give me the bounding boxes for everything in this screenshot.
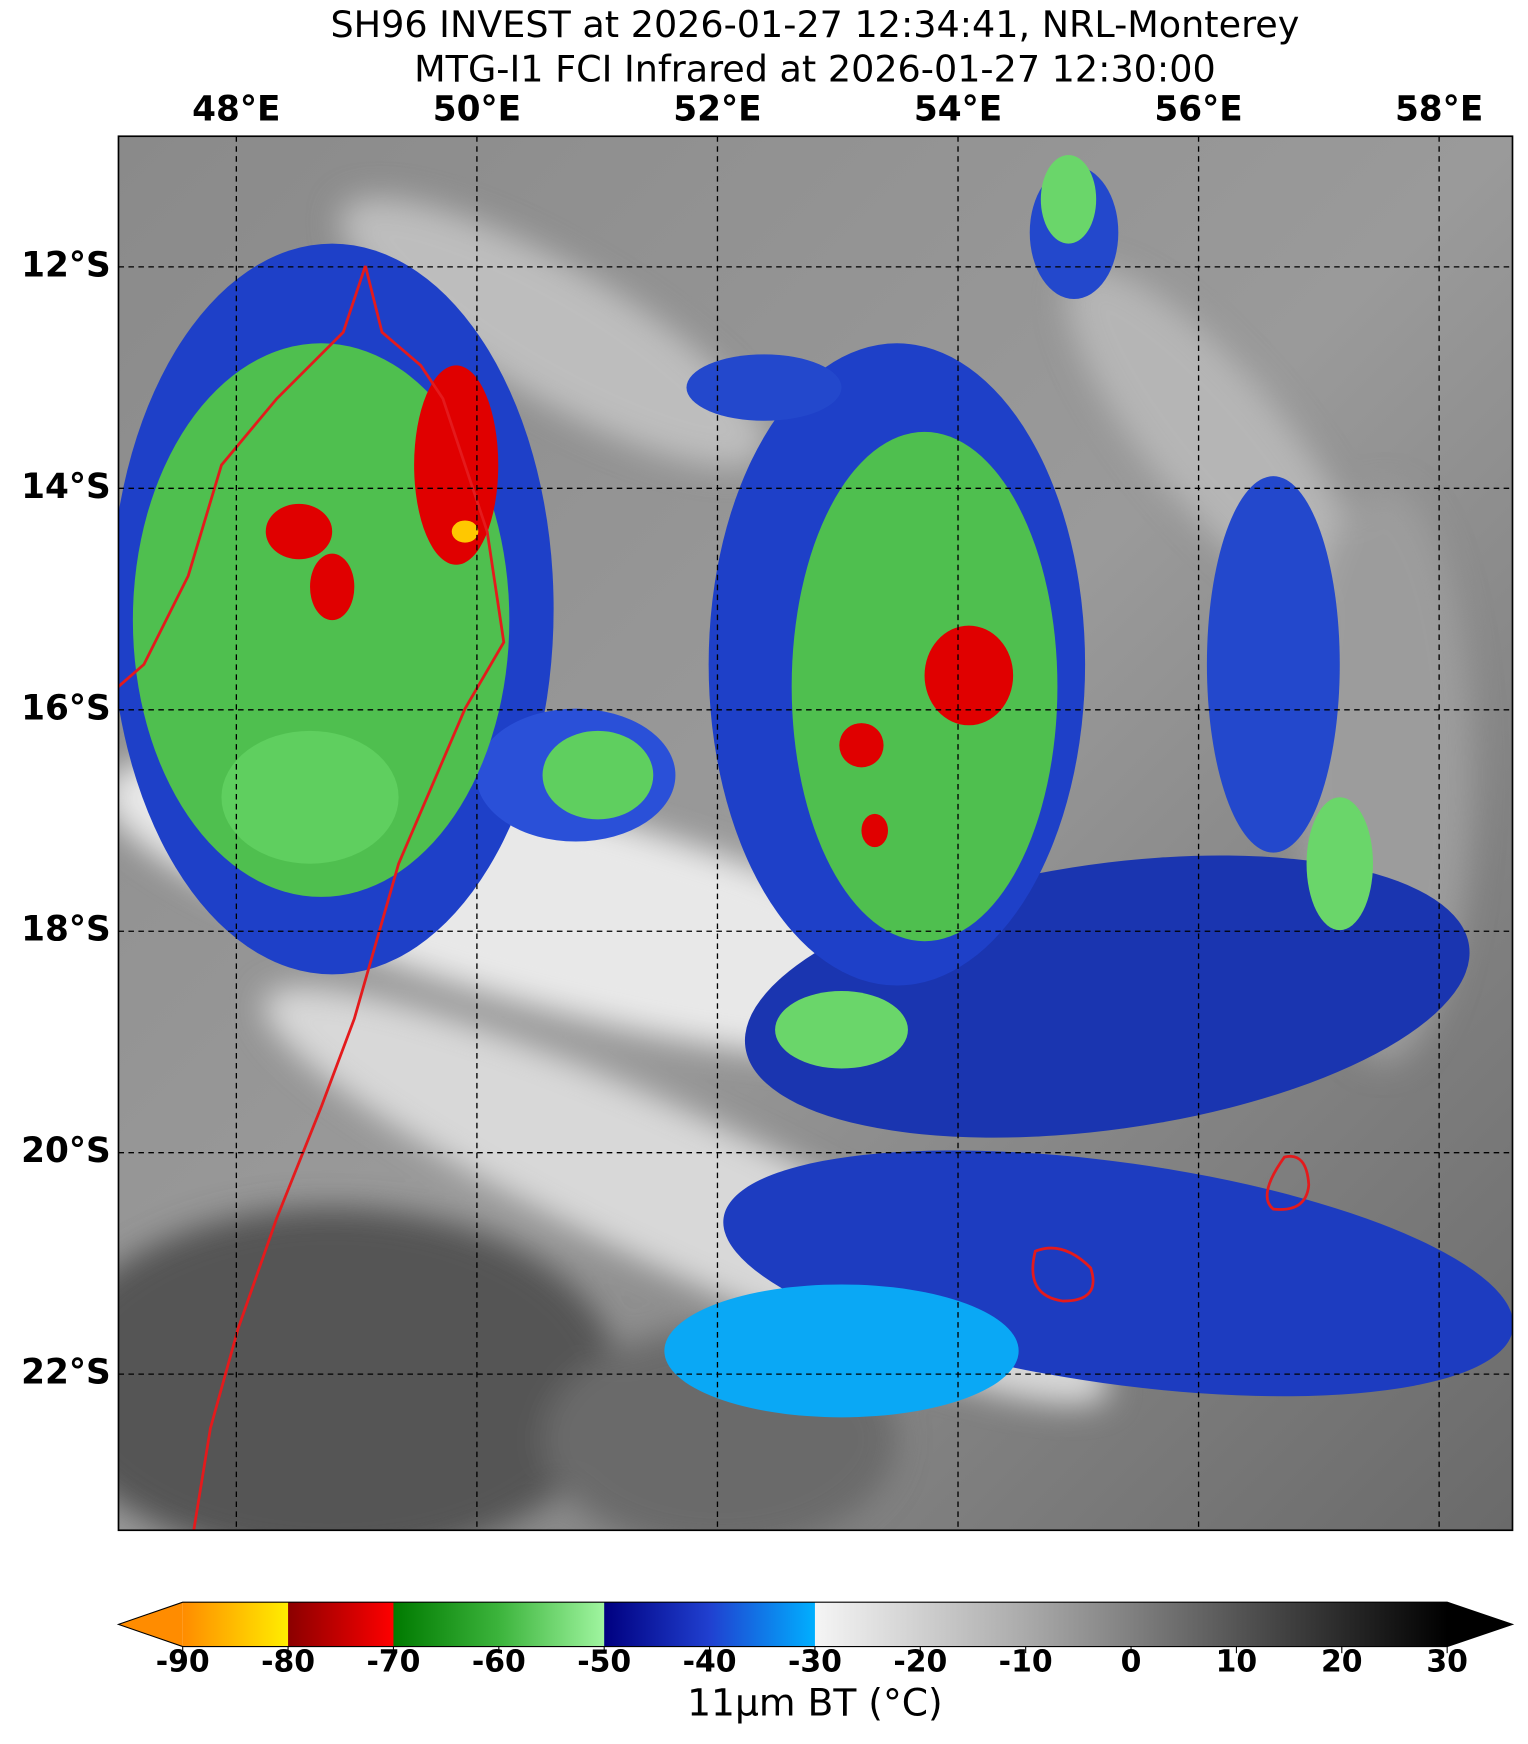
colorbar-tick-label: -90 bbox=[156, 1645, 210, 1680]
grid: 48°E 50°E 52°E 54°E 56°E 58°E 12°S 14°S 16°S 18°S… bbox=[21, 89, 1513, 1531]
colorbar-band bbox=[393, 1602, 500, 1647]
colorbar-band bbox=[1025, 1602, 1132, 1647]
colorbar-tick-label: -20 bbox=[893, 1645, 947, 1680]
subtitle: MTG-I1 FCI Infrared at 2026-01-27 12:30:… bbox=[414, 47, 1216, 90]
colorbar: -90 -80 -70 -60 -50 -40 -30 -20 -10 0 10 20 30 bbox=[116, 1601, 1515, 1680]
colorbar-label: 11μm BT (°C) bbox=[687, 1681, 943, 1725]
y-tick-label: 18°S bbox=[21, 910, 111, 950]
title: SH96 INVEST at 2026-01-27 12:34:41, NRL-… bbox=[330, 3, 1299, 46]
x-tick-label: 58°E bbox=[1395, 89, 1483, 129]
x-tick-label: 52°E bbox=[673, 89, 761, 129]
colorbar-tick-label: -30 bbox=[788, 1645, 842, 1680]
satellite-image bbox=[118, 136, 1513, 1531]
x-tick-label: 56°E bbox=[1154, 89, 1242, 129]
colorbar-tick-label: 30 bbox=[1426, 1645, 1468, 1680]
y-tick-label: 22°S bbox=[21, 1353, 111, 1393]
colorbar-tick-label: -10 bbox=[999, 1645, 1053, 1680]
colorbar-tick-label: -50 bbox=[577, 1645, 631, 1680]
colorbar-tick-label: -40 bbox=[683, 1645, 737, 1680]
colorbar-tick-label: 10 bbox=[1216, 1645, 1258, 1680]
x-tick-label: 48°E bbox=[192, 89, 280, 129]
y-tick-label: 16°S bbox=[21, 688, 111, 728]
colorbar-extend-high bbox=[1447, 1602, 1513, 1647]
map-frame bbox=[117, 135, 1514, 1532]
colorbar-tick-label: 0 bbox=[1121, 1645, 1142, 1680]
colorbar-band bbox=[604, 1602, 711, 1647]
colorbar-band bbox=[288, 1602, 394, 1647]
colorbar-tick-label: 20 bbox=[1321, 1645, 1363, 1680]
colorbar-band bbox=[814, 1602, 921, 1647]
coastlines bbox=[118, 265, 1311, 1531]
colorbar-band bbox=[182, 1602, 289, 1647]
colorbar-band bbox=[1131, 1602, 1237, 1647]
colorbar-band bbox=[709, 1602, 816, 1647]
y-tick-label: 12°S bbox=[21, 245, 111, 285]
y-tick-label: 14°S bbox=[21, 467, 111, 507]
colorbar-band bbox=[1236, 1602, 1343, 1647]
x-tick-label: 50°E bbox=[433, 89, 521, 129]
y-tick-label: 20°S bbox=[21, 1131, 111, 1171]
colorbar-extend-low bbox=[118, 1602, 183, 1647]
colorbar-band bbox=[498, 1602, 605, 1647]
colorbar-tick-label: -80 bbox=[261, 1645, 315, 1680]
colorbar-band bbox=[1341, 1602, 1448, 1647]
colorbar-tick-label: -60 bbox=[472, 1645, 526, 1680]
colorbar-tick-label: -70 bbox=[366, 1645, 420, 1680]
x-tick-label: 54°E bbox=[914, 89, 1002, 129]
colorbar-band bbox=[920, 1602, 1027, 1647]
